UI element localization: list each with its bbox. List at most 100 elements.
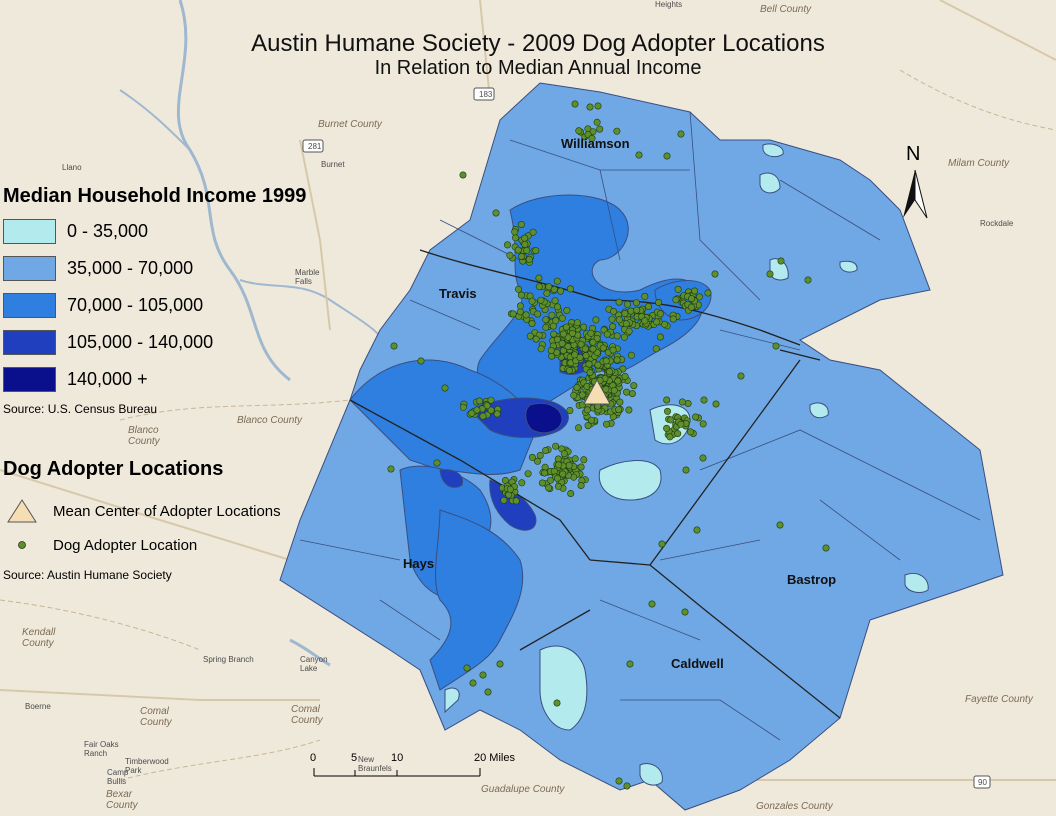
income-legend-swatch <box>3 367 56 392</box>
adopter-point <box>610 323 616 329</box>
study-area-polygon <box>280 83 1003 810</box>
adopter-point <box>554 336 560 342</box>
adopter-point <box>603 358 609 364</box>
adopter-point <box>566 367 572 373</box>
county-label-bastrop: Bastrop <box>787 572 836 587</box>
adopter-point <box>667 434 673 440</box>
adopter-point <box>654 319 660 325</box>
adopter-point <box>571 392 577 398</box>
adopter-point <box>537 452 543 458</box>
adopter-point <box>614 128 620 134</box>
adopter-point <box>534 311 540 317</box>
adopter-point <box>564 307 570 313</box>
adopter-point <box>561 451 567 457</box>
highway-183-label: 183 <box>479 90 492 99</box>
adopter-point <box>626 328 632 334</box>
basemap-label-kendall: Kendall County <box>22 627 72 649</box>
adopter-point <box>545 485 551 491</box>
adopter-point <box>517 309 523 315</box>
adopter-point <box>549 312 555 318</box>
adopter-point <box>548 347 554 353</box>
adopter-point <box>533 247 539 253</box>
mean-center-legend-row: Mean Center of Adopter Locations <box>6 498 281 524</box>
adopter-point <box>574 384 580 390</box>
adopter-point <box>624 301 630 307</box>
adopter-point <box>536 275 542 281</box>
adopter-point <box>559 315 565 321</box>
adopter-point <box>590 339 596 345</box>
adopter-point <box>518 292 524 298</box>
adopter-point <box>678 421 684 427</box>
mean-center-legend-label: Mean Center of Adopter Locations <box>53 503 281 520</box>
north-label: N <box>906 143 920 166</box>
adopter-point <box>557 288 563 294</box>
adopter-point <box>555 462 561 468</box>
adopter-point <box>527 333 533 339</box>
adopter-point <box>631 382 637 388</box>
adopter-point <box>616 299 622 305</box>
adopter-point <box>657 334 663 340</box>
highway-281-label: 281 <box>308 142 321 151</box>
income-source: Source: U.S. Census Bureau <box>3 402 157 416</box>
adopter-point <box>604 331 610 337</box>
adopter-point <box>523 312 529 318</box>
adopter-point <box>554 475 560 481</box>
adopter-point <box>634 307 640 313</box>
adopter-point <box>688 304 694 310</box>
adopter-point <box>525 471 531 477</box>
adopter-point <box>507 486 513 492</box>
adopter-point <box>578 341 584 347</box>
adopter-point <box>530 229 536 235</box>
adopter-point <box>581 457 587 463</box>
adopter-point <box>679 399 685 405</box>
adopter-point <box>705 290 711 296</box>
adopter-point <box>595 362 601 368</box>
income-legend-swatch <box>3 256 56 281</box>
adopter-point <box>578 464 584 470</box>
town-label-marble-falls: Marble Falls <box>295 268 325 286</box>
basemap-label-bell: Bell County <box>760 4 811 15</box>
adopter-point <box>460 404 466 410</box>
income-legend-row: 0 - 35,000 <box>3 217 148 245</box>
adopter-point <box>585 422 591 428</box>
income-legend-label: 105,000 - 140,000 <box>67 332 213 353</box>
adopter-point <box>682 609 688 615</box>
adopter-point <box>504 242 510 248</box>
scale-label-5: 5 <box>351 752 357 764</box>
adopter-point <box>512 235 518 241</box>
adopter-point <box>554 278 560 284</box>
adopter-point <box>497 661 503 667</box>
adopter-point <box>600 345 606 351</box>
adopter-point <box>629 390 635 396</box>
adopter-point <box>590 346 596 352</box>
adopter-point <box>529 320 535 326</box>
adopter-point <box>464 665 470 671</box>
adopter-point <box>616 317 622 323</box>
town-label-canyon-lake: Canyon Lake <box>300 655 335 673</box>
adopter-point <box>767 271 773 277</box>
adopter-point <box>493 210 499 216</box>
town-label-rockdale: Rockdale <box>980 219 1013 228</box>
basemap-label-gonzales: Gonzales County <box>756 801 833 812</box>
adopter-point <box>555 456 561 462</box>
town-label-fair-oaks: Fair Oaks Ranch <box>84 740 124 758</box>
adopter-point <box>700 455 706 461</box>
income-legend-row: 70,000 - 105,000 <box>3 291 203 319</box>
adopter-point <box>529 454 535 460</box>
adopter-point <box>713 401 719 407</box>
adopter-point <box>560 331 566 337</box>
adopter-point <box>513 498 519 504</box>
adopter-point <box>522 241 528 247</box>
adopter-point <box>597 126 603 132</box>
adopter-point <box>628 352 634 358</box>
adopter-point <box>610 308 616 314</box>
basemap-label-blanco: Blanco County <box>237 415 302 426</box>
adopter-point <box>575 425 581 431</box>
mean-center-legend-icon <box>6 498 40 524</box>
adopter-point <box>580 324 586 330</box>
adopter-point <box>614 357 620 363</box>
adopter-point <box>778 258 784 264</box>
adopter-point <box>673 297 679 303</box>
scale-label-10: 10 <box>391 752 403 764</box>
adopter-source: Source: Austin Humane Society <box>3 568 172 582</box>
